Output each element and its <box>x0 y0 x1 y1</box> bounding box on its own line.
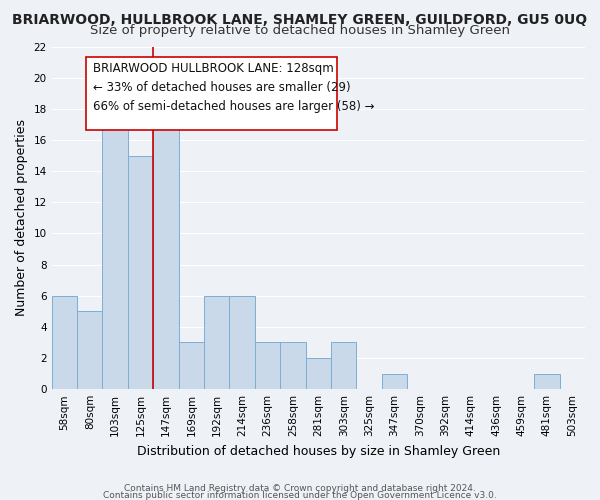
Bar <box>534 374 560 389</box>
Bar <box>305 358 331 389</box>
Bar <box>280 342 305 389</box>
Text: BRIARWOOD, HULLBROOK LANE, SHAMLEY GREEN, GUILDFORD, GU5 0UQ: BRIARWOOD, HULLBROOK LANE, SHAMLEY GREEN… <box>13 12 587 26</box>
Bar <box>77 312 103 389</box>
Bar <box>204 296 229 389</box>
Y-axis label: Number of detached properties: Number of detached properties <box>15 120 28 316</box>
Bar <box>255 342 280 389</box>
Bar <box>179 342 204 389</box>
Text: Contains HM Land Registry data © Crown copyright and database right 2024.: Contains HM Land Registry data © Crown c… <box>124 484 476 493</box>
Bar <box>52 296 77 389</box>
FancyBboxPatch shape <box>86 57 337 130</box>
Bar <box>128 156 153 389</box>
Bar <box>331 342 356 389</box>
Bar <box>103 109 128 389</box>
Text: Size of property relative to detached houses in Shamley Green: Size of property relative to detached ho… <box>90 24 510 37</box>
X-axis label: Distribution of detached houses by size in Shamley Green: Distribution of detached houses by size … <box>137 444 500 458</box>
Bar <box>382 374 407 389</box>
Text: BRIARWOOD HULLBROOK LANE: 128sqm
← 33% of detached houses are smaller (29)
66% o: BRIARWOOD HULLBROOK LANE: 128sqm ← 33% o… <box>93 62 374 113</box>
Bar <box>153 124 179 389</box>
Bar <box>229 296 255 389</box>
Text: Contains public sector information licensed under the Open Government Licence v3: Contains public sector information licen… <box>103 490 497 500</box>
